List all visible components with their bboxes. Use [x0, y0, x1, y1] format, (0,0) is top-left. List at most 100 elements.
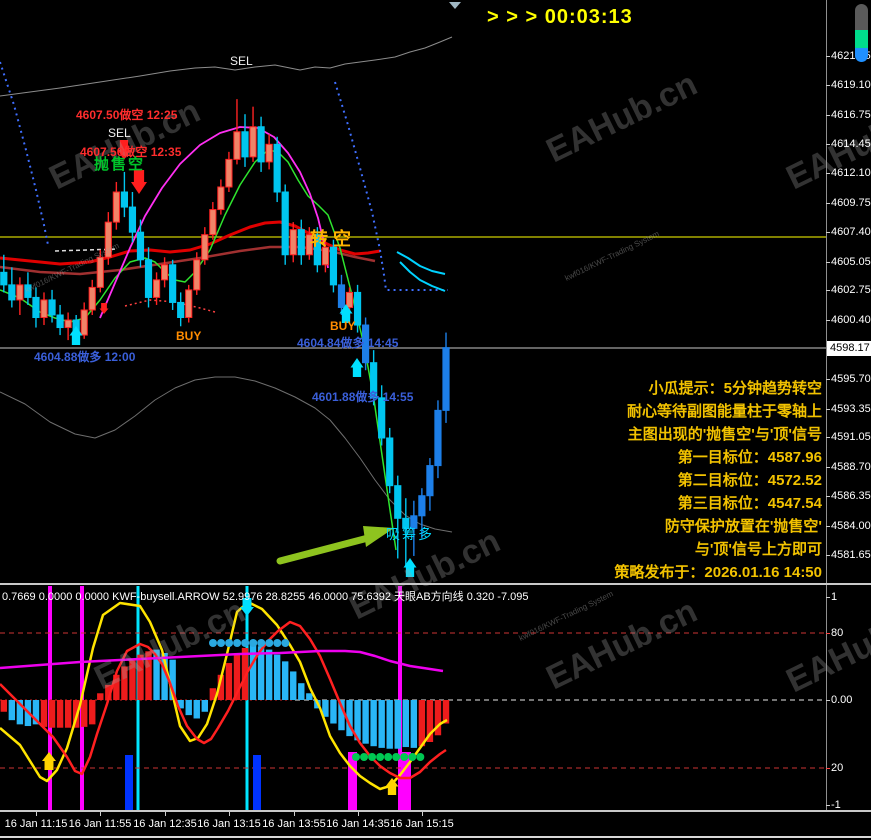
histogram-bar: [354, 700, 361, 741]
sub-scale-tick: [826, 805, 830, 806]
candle-body: [120, 191, 129, 208]
histogram-bar: [257, 646, 265, 700]
candle-body: [281, 191, 289, 256]
price-tick: [826, 85, 830, 86]
candle-body: [321, 246, 329, 266]
cyan-dot-row: [217, 639, 226, 647]
price-tick: [826, 496, 830, 497]
candle-body: [305, 234, 313, 256]
histogram-bar: [434, 700, 442, 736]
histogram-bar: [410, 700, 418, 748]
time-label: 16 Jan 12:35: [133, 818, 197, 830]
histogram-bar: [273, 654, 281, 700]
candle-body: [257, 126, 265, 163]
cyan-dot-row: [257, 639, 266, 647]
hint-line: 第一目标位：4587.96: [677, 449, 822, 466]
green-dot-row: [416, 753, 425, 761]
price-scale-label: 4588.70: [831, 461, 871, 473]
histogram-bar: [330, 700, 337, 724]
histogram-bar: [40, 700, 48, 727]
candle-body: [8, 284, 16, 301]
long-entry-1: 4604.88做多 12:00: [34, 350, 136, 364]
hint-line: 第三目标位：4547.54: [677, 495, 822, 512]
meter-blue-segment: [855, 48, 868, 62]
candle-body: [112, 191, 120, 223]
price-tick: [826, 467, 830, 468]
hint-line: 第二目标位：4572.52: [677, 472, 822, 489]
histogram-bar: [282, 661, 289, 700]
candle-body: [32, 296, 40, 319]
price-scale-label: 4584.00: [831, 520, 871, 532]
price-scale-label: 4607.40: [831, 226, 871, 238]
candle-body: [16, 284, 24, 301]
hint-line: 耐心等待副图能量柱于零轴上: [626, 403, 822, 420]
histogram-bar: [201, 700, 208, 712]
strategy-hint-panel: 小瓜提示：5分钟趋势转空 耐心等待副图能量柱于零轴上 主图出现的'抛售空'与'顶'信…: [614, 377, 822, 584]
buy-arrow-1: [69, 326, 83, 345]
price-scale-label: 4595.70: [831, 373, 871, 385]
candle-body: [241, 131, 249, 158]
time-tick: [165, 812, 166, 816]
price-scale-label: 4612.10: [831, 167, 871, 179]
sub-buy-arrow-2: [385, 778, 399, 795]
cyan-cloud-upper: [396, 251, 446, 275]
sub-indicator-canvas[interactable]: [0, 586, 826, 810]
window-separator-top[interactable]: [0, 583, 871, 585]
histogram-bar: [89, 700, 96, 725]
histogram-bar: [290, 671, 297, 700]
candle-body: [0, 271, 8, 286]
candle-body: [249, 126, 257, 158]
candle-body: [313, 234, 321, 266]
candle-body: [418, 495, 426, 517]
cyan-cloud-lower: [399, 261, 446, 292]
price-tick: [826, 203, 830, 204]
green-trend-arrow-head: [363, 526, 394, 547]
candle-body: [104, 221, 112, 258]
candle-body: [370, 362, 378, 399]
accumulate-long-label: 吸筹多: [386, 526, 434, 542]
window-separator-bottom[interactable]: [0, 810, 871, 812]
time-label: 16 Jan 14:35: [326, 818, 390, 830]
main-chart-canvas[interactable]: [0, 0, 826, 583]
cyan-dot-row: [265, 639, 274, 647]
cyan-dot-row: [249, 639, 258, 647]
candle-body: [362, 324, 370, 364]
price-tick: [826, 526, 830, 527]
green-dot-row: [392, 753, 401, 761]
candle-body: [185, 289, 193, 319]
candle-body: [345, 291, 354, 308]
histogram-bar: [378, 700, 385, 748]
time-tick: [100, 812, 101, 816]
price-scale-label: 4614.45: [831, 138, 871, 150]
candle-body: [442, 347, 450, 411]
time-axis[interactable]: 16 Jan 11:15 16 Jan 11:55 16 Jan 12:35 16 J…: [0, 812, 871, 836]
candle-body: [64, 319, 72, 329]
cyan-dot-row: [233, 639, 242, 647]
histogram-bar: [153, 649, 160, 700]
time-tick: [294, 812, 295, 816]
candle-body: [80, 309, 88, 336]
histogram-bar: [137, 654, 144, 700]
price-tick: [826, 262, 830, 263]
histogram-bar: [362, 700, 369, 744]
histogram-bar: [8, 700, 16, 721]
bottom-edge: [0, 836, 871, 838]
price-tick: [826, 437, 830, 438]
sub-scale-label: 80: [831, 627, 844, 639]
histogram-bar: [56, 700, 64, 728]
long-entry-2: 4604.84做多 14:45: [297, 336, 399, 350]
hint-line: 小瓜提示：5分钟趋势转空: [648, 380, 822, 397]
price-scale-label: 4619.10: [831, 79, 871, 91]
histogram-bar: [105, 684, 112, 700]
cyan-dot-row: [225, 639, 234, 647]
sub-scale-label: -1: [831, 799, 841, 811]
price-tick: [826, 144, 830, 145]
histogram-bar: [177, 700, 184, 709]
sub-scale-tick: [826, 700, 830, 701]
magenta-volume-bar: [348, 752, 357, 810]
candle-body: [152, 279, 161, 298]
magenta-signal-line: [398, 586, 402, 810]
candle-body: [193, 259, 201, 291]
candle-body: [329, 246, 338, 286]
sub-scale-label: 0.00: [831, 694, 853, 706]
